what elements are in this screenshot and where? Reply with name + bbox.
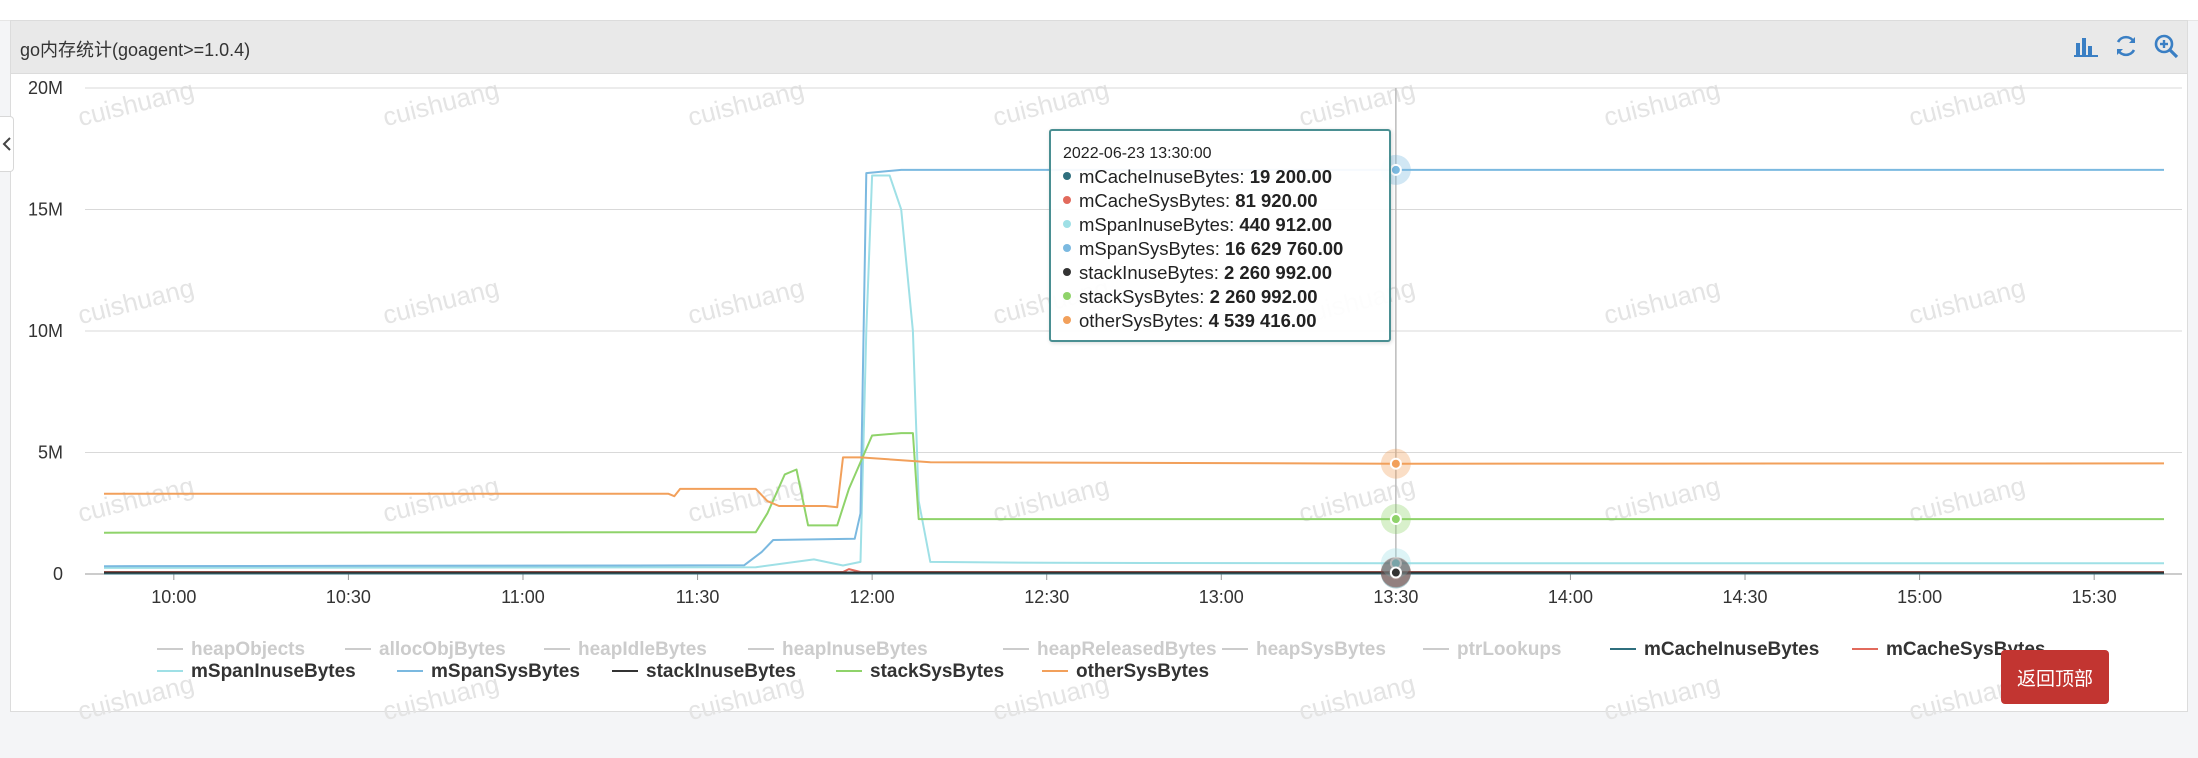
tooltip-series-value: 4 539 416.00 (1208, 310, 1317, 331)
legend-item-stackInuseBytes[interactable]: stackInuseBytes (646, 661, 796, 682)
legend-item-heapInuseBytes[interactable]: heapInuseBytes (782, 639, 928, 660)
x-tick-label: 11:30 (676, 587, 720, 607)
x-tick-label: 13:30 (1373, 587, 1418, 607)
highlight-point-stackInuseBytes (1389, 566, 1402, 579)
x-tick-label: 13:00 (1199, 587, 1244, 607)
tooltip-row: stackSysBytes: 2 260 992.00 (1063, 285, 1377, 309)
y-tick-label: 15M (28, 200, 63, 220)
series-line-mSpanInuseBytes (103, 174, 2164, 569)
tooltip-dot (1063, 244, 1071, 253)
legend-item-heapSysBytes[interactable]: heapSysBytes (1256, 639, 1386, 660)
x-tick-label: 12:00 (850, 587, 895, 607)
x-tick-label: 12:30 (1024, 587, 1069, 607)
series-line-mSpanSysBytes (103, 168, 2164, 568)
back-to-top-button[interactable]: 返回顶部 (2001, 650, 2109, 704)
panel-toolbar (2071, 31, 2181, 61)
legend-item-allocObjBytes[interactable]: allocObjBytes (379, 639, 506, 660)
x-tick-label: 11:00 (501, 587, 545, 607)
legend-item-stackSysBytes[interactable]: stackSysBytes (870, 661, 1004, 682)
panel-title: go内存统计(goagent>=1.0.4) (20, 40, 251, 60)
panel-header: go内存统计(goagent>=1.0.4) (11, 21, 2187, 74)
x-tick-label: 10:30 (326, 587, 371, 607)
x-tick-label: 10:00 (151, 587, 196, 607)
refresh-icon[interactable] (2111, 31, 2141, 61)
tooltip-series-value: 81 920.00 (1235, 190, 1318, 211)
watermark-text: cuishuang (75, 74, 197, 132)
series-line-otherSysBytes (104, 456, 2165, 509)
watermark-text: cuishuang (75, 272, 197, 330)
x-tick-label: 14:30 (1722, 587, 1767, 607)
series-line-stackSysBytes (103, 432, 2164, 534)
tooltip-dot (1063, 316, 1071, 325)
highlight-point-otherSysBytes (1389, 457, 1402, 470)
watermark-text: cuishuang (380, 470, 502, 528)
tooltip-row: mSpanInuseBytes: 440 912.00 (1063, 213, 1377, 237)
tooltip-row: mSpanSysBytes: 16 629 760.00 (1063, 237, 1377, 261)
watermark-text: cuishuang (685, 272, 807, 330)
tooltip-series-name: stackInuseBytes: (1079, 262, 1224, 283)
sidebar-collapse-handle[interactable] (0, 116, 14, 172)
legend-item-heapObjects[interactable]: heapObjects (191, 639, 305, 660)
tooltip-series-value: 16 629 760.00 (1225, 238, 1344, 259)
watermark-text: cuishuang (380, 272, 502, 330)
tooltip-dot (1063, 292, 1071, 301)
tooltip-series-name: otherSysBytes: (1079, 310, 1209, 331)
tooltip-series-name: mCacheInuseBytes: (1079, 166, 1250, 187)
chevron-left-icon (2, 137, 11, 151)
watermark-text: cuishuang (1906, 272, 2028, 330)
highlight-point-stackSysBytes (1389, 513, 1402, 526)
tooltip-row: mCacheInuseBytes: 19 200.00 (1063, 165, 1377, 189)
highlight-point-mSpanSysBytes (1389, 163, 1402, 176)
tooltip-row: otherSysBytes: 4 539 416.00 (1063, 309, 1377, 333)
y-tick-label: 20M (28, 78, 63, 98)
tooltip-series-name: mSpanInuseBytes: (1079, 214, 1240, 235)
legend-item-mSpanSysBytes[interactable]: mSpanSysBytes (431, 661, 580, 682)
x-tick-label: 14:00 (1548, 587, 1593, 607)
watermark-text: cuishuang (1601, 74, 1723, 132)
tooltip-row: mCacheSysBytes: 81 920.00 (1063, 189, 1377, 213)
watermark-text: cuishuang (1601, 668, 1723, 726)
x-tick-label: 15:30 (2072, 587, 2117, 607)
watermark-text: cuishuang (380, 74, 502, 132)
legend-item-mCacheInuseBytes[interactable]: mCacheInuseBytes (1644, 639, 1819, 660)
watermark-text: cuishuang (75, 668, 197, 726)
tooltip-series-value: 440 912.00 (1239, 214, 1333, 235)
watermark-text: cuishuang (75, 470, 197, 528)
tooltip-row: stackInuseBytes: 2 260 992.00 (1063, 261, 1377, 285)
legend-item-heapIdleBytes[interactable]: heapIdleBytes (578, 639, 707, 660)
tooltip-time: 2022-06-23 13:30:00 (1063, 145, 1212, 162)
x-tick-label: 15:00 (1897, 587, 1942, 607)
legend-item-otherSysBytes[interactable]: otherSysBytes (1076, 661, 1209, 682)
tooltip-series-value: 2 260 992.00 (1209, 286, 1318, 307)
legend-item-heapReleasedBytes[interactable]: heapReleasedBytes (1037, 639, 1217, 660)
tooltip-series-value: 19 200.00 (1249, 166, 1333, 187)
watermark-text: cuishuang (685, 74, 807, 132)
y-tick-label: 0 (53, 564, 63, 584)
tooltip-dot (1063, 172, 1071, 181)
bar-chart-icon[interactable] (2071, 31, 2101, 61)
tooltip-dot (1063, 196, 1071, 205)
y-tick-label: 10M (28, 321, 63, 341)
tooltip-series-name: stackSysBytes: (1079, 286, 1210, 307)
tooltip-series-name: mSpanSysBytes: (1079, 238, 1226, 259)
tooltip-dot (1063, 220, 1071, 229)
y-tick-label: 5M (38, 443, 63, 463)
legend-item-ptrLookups[interactable]: ptrLookups (1457, 639, 1562, 660)
zoom-in-icon[interactable] (2151, 31, 2181, 61)
tooltip-series-name: mCacheSysBytes: (1079, 190, 1236, 211)
chart-tooltip: 2022-06-23 13:30:00 mCacheInuseBytes: 19… (1049, 129, 1391, 342)
watermark-text: cuishuang (1296, 74, 1418, 132)
watermark-text: cuishuang (1906, 74, 2028, 132)
watermark-text: cuishuang (990, 74, 1112, 132)
tooltip-dot (1063, 268, 1071, 277)
tooltip-series-value: 2 260 992.00 (1223, 262, 1333, 283)
watermark-text: cuishuang (685, 470, 807, 528)
watermark-text: cuishuang (1601, 272, 1723, 330)
legend-item-mSpanInuseBytes[interactable]: mSpanInuseBytes (191, 661, 356, 682)
watermark-text: cuishuang (1296, 668, 1418, 726)
